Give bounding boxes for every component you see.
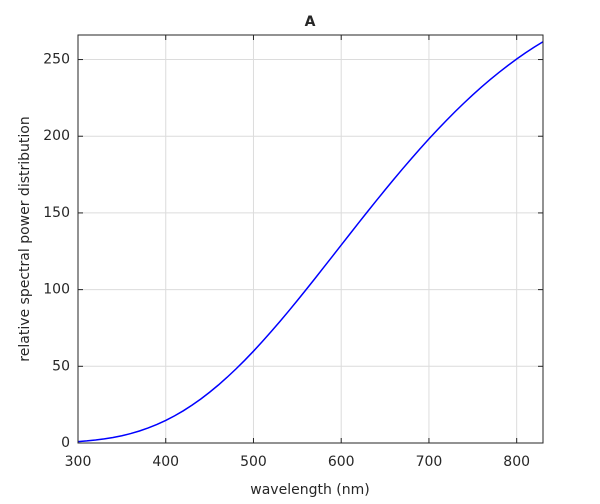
x-tick-label: 400 bbox=[152, 454, 179, 470]
y-axis-label: relative spectral power distribution bbox=[17, 116, 33, 361]
x-tick-label: 300 bbox=[65, 454, 92, 470]
series-line bbox=[77, 41, 544, 443]
x-tick-label: 500 bbox=[240, 454, 267, 470]
y-tick-label: 100 bbox=[43, 282, 70, 298]
axes-box bbox=[77, 34, 544, 444]
chart-title: A bbox=[305, 14, 316, 30]
series bbox=[77, 41, 544, 443]
x-tick-label: 600 bbox=[328, 454, 355, 470]
plot-area bbox=[78, 35, 543, 443]
y-tick-label: 50 bbox=[52, 358, 70, 374]
y-tick-label: 250 bbox=[43, 52, 70, 68]
y-tick-label: 0 bbox=[61, 435, 70, 451]
x-tick-label: 700 bbox=[416, 454, 443, 470]
grid bbox=[77, 35, 543, 444]
y-tick-label: 200 bbox=[43, 128, 70, 144]
y-tick-label: 150 bbox=[43, 205, 70, 221]
x-axis-label: wavelength (nm) bbox=[250, 482, 369, 498]
x-tick-label: 800 bbox=[503, 454, 530, 470]
